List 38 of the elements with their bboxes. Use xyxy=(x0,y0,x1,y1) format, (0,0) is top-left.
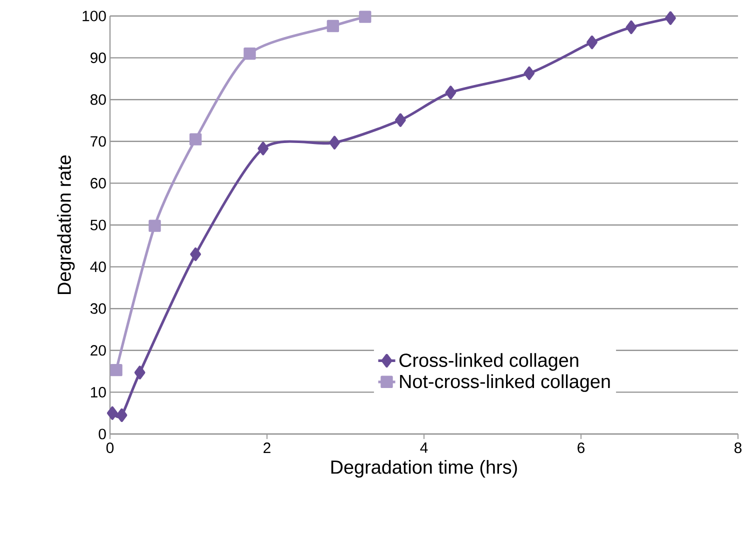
y-tick-label: 10 xyxy=(91,386,106,398)
point xyxy=(110,364,122,376)
point xyxy=(190,247,201,262)
x-tick-label: 6 xyxy=(578,442,584,454)
y-tick-label: 80 xyxy=(90,94,106,105)
x-tick-label: 2 xyxy=(264,442,270,453)
point xyxy=(326,20,340,32)
x-tick-label: 4 xyxy=(420,442,428,453)
x-axis-title: Degradation time (hrs) xyxy=(331,460,517,478)
y-tick-label: 20 xyxy=(90,345,106,356)
point xyxy=(626,20,637,34)
point xyxy=(134,366,146,380)
point xyxy=(329,136,340,150)
point xyxy=(665,11,676,25)
y-tick-label: 100 xyxy=(82,10,106,22)
point xyxy=(189,133,202,146)
point xyxy=(445,86,456,100)
y-tick-label: 50 xyxy=(90,220,106,230)
point xyxy=(116,408,128,422)
legend-label: Not-cross-linked collagen xyxy=(400,374,610,392)
point xyxy=(258,142,268,156)
y-tick-label: 70 xyxy=(90,136,106,147)
point xyxy=(359,10,372,23)
y-tick-label: 40 xyxy=(90,262,106,272)
y-tick-label: 90 xyxy=(90,52,106,64)
point xyxy=(586,36,598,50)
y-tick-label: 30 xyxy=(90,303,106,314)
y-tick-label: 60 xyxy=(90,178,106,188)
x-tick-label: 0 xyxy=(106,442,114,454)
point xyxy=(395,113,406,127)
y-axis-title: Degradation rate xyxy=(57,155,75,294)
point xyxy=(244,48,256,60)
legend-label: Cross-linked collagen xyxy=(399,353,578,371)
point xyxy=(524,66,535,80)
x-tick-label: 8 xyxy=(734,442,742,454)
point xyxy=(106,406,118,420)
point xyxy=(148,220,161,232)
y-tick-label: 0 xyxy=(98,428,106,440)
